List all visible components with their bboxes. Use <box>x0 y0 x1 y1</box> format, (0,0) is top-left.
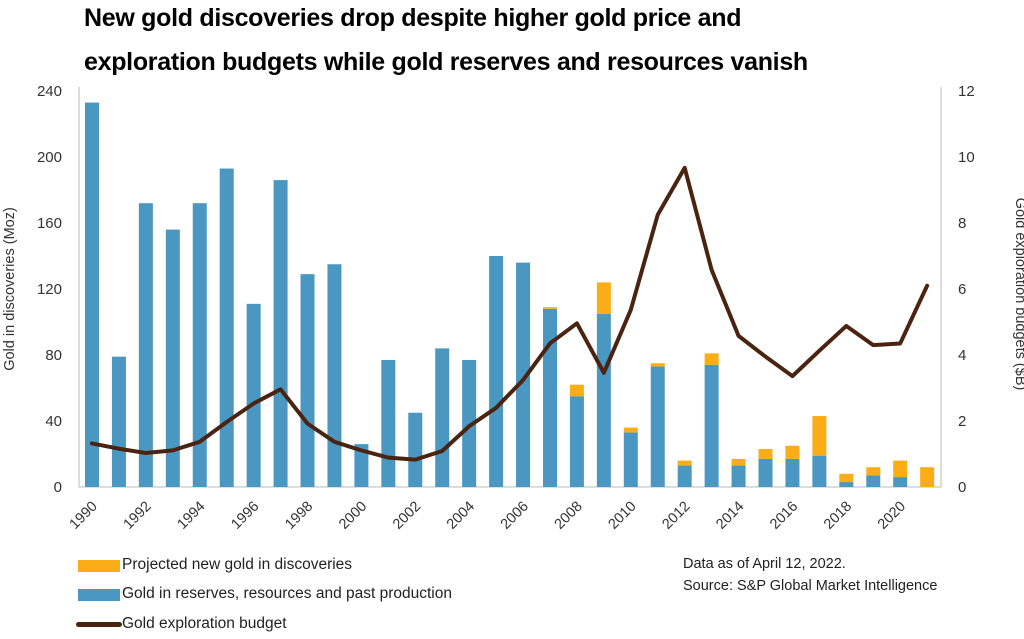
bar-reserves-2006 <box>516 262 531 487</box>
y2-tick-label: 8 <box>958 215 966 232</box>
chart: 0 40 80 120 160 200 240 0 2 4 6 8 10 12 Gold in discov… <box>2 83 1024 533</box>
x-tick-label: 2004 <box>444 499 478 533</box>
bar-reserves-2004 <box>462 359 477 487</box>
legend-label-budget: Gold exploration budget <box>122 615 287 632</box>
y-tick-label: 240 <box>37 83 62 100</box>
legend-label-reserves: Gold in reserves, resources and past pro… <box>122 585 452 602</box>
x-tick-label: 2010 <box>605 499 639 533</box>
x-tick-label: 2012 <box>659 499 693 533</box>
bar-reserves-2008 <box>569 396 584 487</box>
bar-reserves-2001 <box>381 359 396 487</box>
x-tick-label: 1994 <box>174 499 208 533</box>
bar-reserves-2005 <box>489 256 504 487</box>
bar-projected-2010 <box>623 427 638 433</box>
y-tick-label: 80 <box>45 347 62 364</box>
y2-axis-title: Gold exploration budgets ($B) <box>1012 198 1024 391</box>
bar-reserves-1995 <box>219 168 234 488</box>
legend-label-projected: Projected new gold in discoveries <box>122 556 353 573</box>
bar-reserves-2015 <box>758 458 773 487</box>
data-date-note: Data as of April 12, 2022. <box>683 556 846 572</box>
x-tick-label: 2020 <box>875 499 909 533</box>
y-tick-label: 200 <box>37 149 62 166</box>
y-tick-label: 0 <box>54 479 62 496</box>
bar-reserves-1996 <box>246 303 261 487</box>
bar-projected-2007 <box>542 307 557 309</box>
bar-projected-2012 <box>677 460 692 466</box>
bar-projected-2016 <box>785 445 800 459</box>
y2-tick-label: 6 <box>958 281 966 298</box>
x-tick-label: 1998 <box>282 499 316 533</box>
x-tick-label: 2014 <box>713 499 747 533</box>
bar-reserves-1992 <box>138 203 153 487</box>
bar-projected-2014 <box>731 458 746 466</box>
bar-reserves-2013 <box>704 364 719 487</box>
bar-reserves-2002 <box>408 412 423 487</box>
bar-projected-2008 <box>569 384 584 397</box>
legend-swatch-projected <box>78 560 120 572</box>
x-tick-label: 1996 <box>228 499 262 533</box>
y2-tick-label: 2 <box>958 413 966 430</box>
legend-swatch-reserves <box>78 589 120 601</box>
bar-reserves-1993 <box>165 229 180 487</box>
x-tick-label: 2000 <box>336 499 370 533</box>
bar-reserves-2010 <box>623 432 638 487</box>
x-tick-label: 2008 <box>552 499 586 533</box>
bar-reserves-1990 <box>85 102 99 488</box>
bar-projected-2019 <box>866 467 881 476</box>
chart-title-line-2: exploration budgets while gold reserves … <box>84 48 808 76</box>
y-tick-label: 120 <box>37 281 62 298</box>
source-note: Source: S&P Global Market Intelligence <box>683 578 938 594</box>
x-tick-label: 2016 <box>767 499 801 533</box>
bar-reserves-2000 <box>354 444 369 487</box>
bar-reserves-2007 <box>542 308 557 487</box>
bar-projected-2009 <box>596 282 611 314</box>
y2-tick-label: 12 <box>958 83 975 100</box>
x-tick-label: 1992 <box>121 499 155 533</box>
bar-projected-2017 <box>812 416 827 456</box>
bar-projected-2021 <box>920 467 935 487</box>
y2-tick-label: 0 <box>958 479 966 496</box>
x-tick-label: 2002 <box>390 499 424 533</box>
bar-projected-2020 <box>893 460 908 478</box>
line-exploration-budget <box>90 165 930 462</box>
legend-swatch-budget <box>76 622 122 627</box>
bar-projected-2011 <box>650 363 665 367</box>
bar-reserves-2019 <box>866 475 881 487</box>
bar-reserves-1999 <box>327 264 342 487</box>
bar-reserves-2003 <box>435 348 450 487</box>
y-tick-label: 40 <box>45 413 62 430</box>
bar-reserves-1994 <box>192 203 207 487</box>
x-tick-label: 1990 <box>67 499 101 533</box>
y2-tick-label: 10 <box>958 149 975 166</box>
bar-reserves-2012 <box>677 465 692 487</box>
bar-projected-2018 <box>839 473 854 483</box>
chart-title-line-1: New gold discoveries drop despite higher… <box>84 4 742 32</box>
bar-reserves-2009 <box>596 313 611 487</box>
bar-reserves-2020 <box>893 477 908 487</box>
bar-reserves-1997 <box>273 180 288 487</box>
bar-reserves-2017 <box>812 455 827 487</box>
bar-reserves-1998 <box>300 274 315 487</box>
x-tick-label: 2006 <box>498 499 532 533</box>
y2-tick-label: 4 <box>958 347 966 364</box>
bar-projected-2013 <box>704 353 719 365</box>
bar-reserves-2018 <box>839 482 854 487</box>
bar-reserves-2016 <box>785 458 800 487</box>
bar-projected-2015 <box>758 449 773 459</box>
y-axis-title: Gold in discoveries (Moz) <box>2 207 18 371</box>
bar-reserves-1991 <box>111 356 126 487</box>
x-tick-label: 2018 <box>821 499 855 533</box>
bar-reserves-2011 <box>650 366 665 487</box>
y-tick-label: 160 <box>37 215 62 232</box>
bar-reserves-2014 <box>731 465 746 487</box>
